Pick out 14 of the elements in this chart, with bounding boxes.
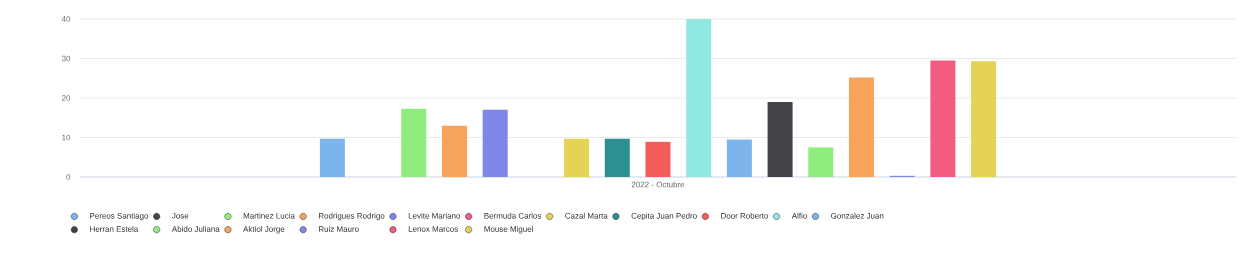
bar — [686, 19, 712, 177]
bar — [441, 125, 467, 177]
bar — [319, 138, 345, 177]
bar — [401, 108, 427, 177]
bar — [482, 109, 508, 177]
bar — [726, 139, 752, 177]
bar — [971, 61, 997, 177]
bar — [645, 141, 671, 177]
bar — [767, 101, 793, 177]
bar — [848, 77, 874, 177]
bar — [564, 138, 590, 177]
bar — [808, 147, 834, 177]
bar — [604, 138, 630, 177]
bar — [930, 60, 956, 177]
